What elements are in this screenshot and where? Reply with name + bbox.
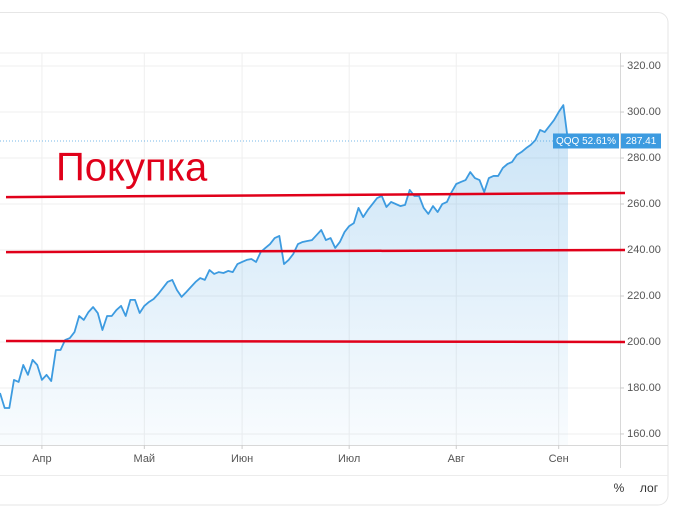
price-line: [0, 104, 569, 409]
x-tick-label: Апр: [32, 453, 51, 465]
percent-button[interactable]: %: [614, 481, 625, 495]
x-tick-label: Май: [134, 453, 156, 465]
annotation-line: [5, 339, 626, 344]
y-tick-label: 220.00: [627, 290, 661, 302]
y-tick-label: 300.00: [627, 106, 661, 118]
x-tick-label: Июл: [338, 453, 360, 465]
y-tick-label: 180.00: [627, 382, 661, 394]
card-border: [0, 12, 669, 506]
y-tick-label: 160.00: [627, 428, 661, 440]
y-tick-label: 320.00: [627, 60, 661, 72]
y-tick-label: 260.00: [627, 198, 661, 210]
symbol-label: QQQ 52.61%: [556, 136, 616, 147]
x-tick-label: Сен: [549, 453, 569, 465]
annotation-line: [5, 191, 626, 199]
log-button[interactable]: лог: [640, 481, 659, 495]
area-fill: [0, 105, 568, 445]
annotation-text: Покупка: [56, 146, 208, 190]
price-tag: [621, 133, 661, 149]
annotation-line: [5, 248, 626, 254]
y-tick-label: 200.00: [627, 336, 661, 348]
price-label: 287.41: [626, 136, 657, 147]
x-tick-label: Июн: [231, 453, 253, 465]
y-tick-label: 280.00: [627, 152, 661, 164]
y-tick-label: 240.00: [627, 244, 661, 256]
x-tick-label: Авг: [448, 453, 465, 465]
symbol-tag: [553, 133, 619, 149]
